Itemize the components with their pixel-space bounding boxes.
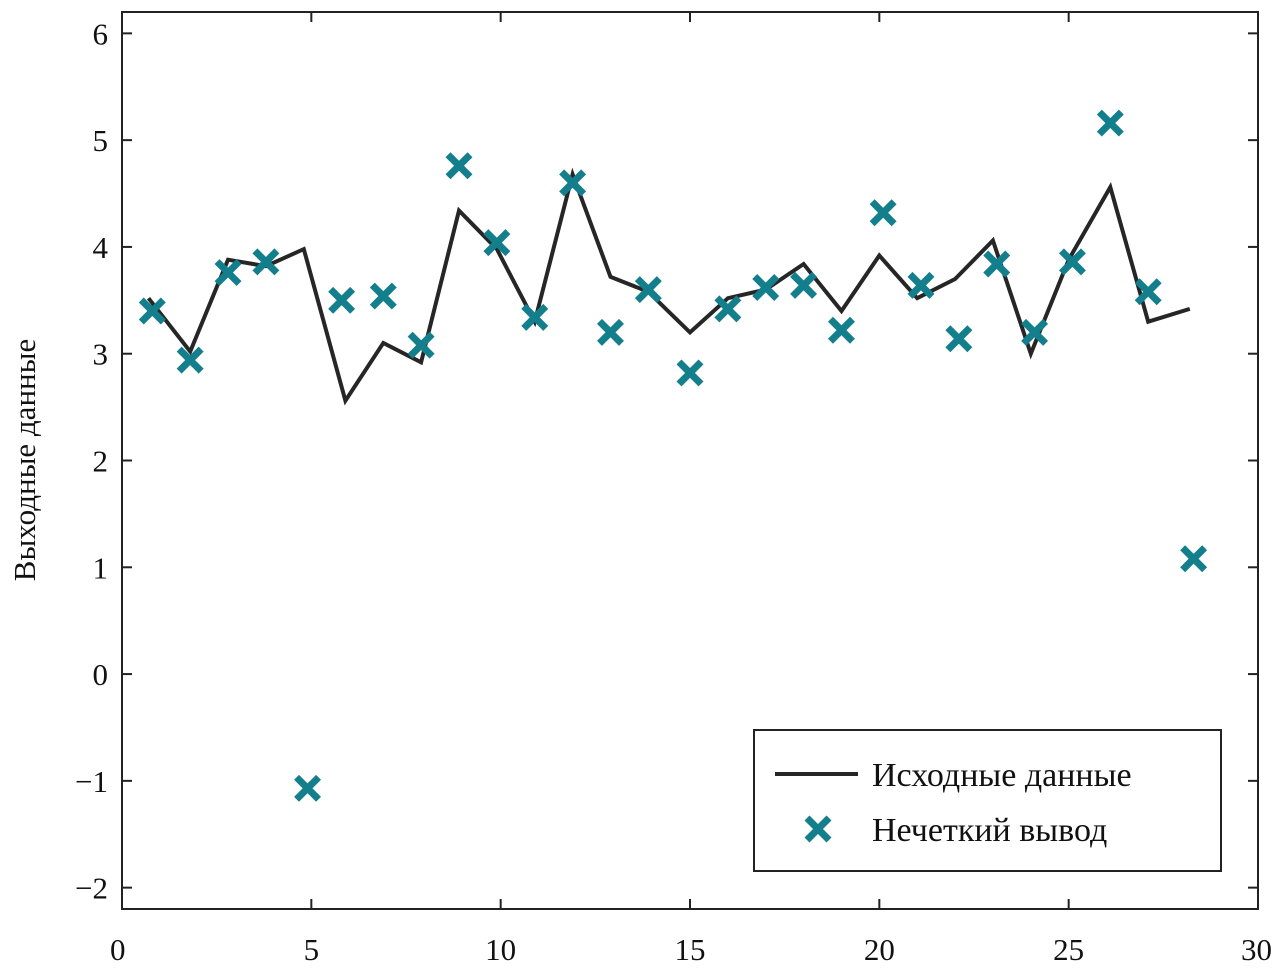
fuzzy-point (983, 250, 1011, 278)
fuzzy-point (1021, 318, 1049, 346)
y-axis-label: Выходные данные (7, 339, 42, 581)
y-tick-label: −1 (75, 764, 108, 799)
legend-box (753, 729, 1222, 872)
fuzzy-point (1134, 278, 1162, 306)
y-axis-ticks: −2 −1 0 1 2 3 4 5 6 (75, 16, 1258, 906)
series-line-source (146, 167, 1191, 406)
fuzzy-point (714, 295, 742, 323)
y-tick-label: 0 (93, 657, 109, 692)
y-tick-label: 6 (93, 16, 109, 51)
x-tick-label: 20 (864, 932, 895, 967)
fuzzy-point (1180, 545, 1208, 573)
fuzzy-point (407, 331, 435, 359)
x-tick-label: 5 (304, 932, 320, 967)
fuzzy-point (214, 259, 242, 287)
x-axis-ticks: 0 5 10 15 20 25 30 (110, 12, 1272, 967)
fuzzy-point (907, 271, 935, 299)
x-tick-label: 15 (675, 932, 706, 967)
fuzzy-point (328, 286, 356, 314)
fuzzy-point (945, 325, 973, 353)
legend-label-fuzzy: Нечеткий вывод (872, 812, 1107, 849)
fuzzy-point (827, 316, 855, 344)
fuzzy-point (445, 152, 473, 180)
fuzzy-point (597, 318, 624, 346)
fuzzy-point (1058, 248, 1086, 276)
fuzzy-point (252, 248, 280, 276)
fuzzy-point (676, 359, 704, 387)
fuzzy-point (138, 297, 166, 325)
fuzzy-point (483, 229, 511, 257)
fuzzy-point (369, 282, 397, 310)
x-tick-label: 0 (110, 932, 126, 967)
legend-label-source: Исходные данные (872, 757, 1132, 794)
fuzzy-point (634, 276, 662, 304)
y-tick-label: −2 (75, 871, 108, 906)
fuzzy-point (1096, 109, 1124, 137)
x-tick-label: 25 (1053, 932, 1084, 967)
x-tick-label: 30 (1241, 932, 1272, 967)
y-tick-label: 2 (93, 444, 109, 479)
y-tick-label: 4 (93, 230, 109, 265)
series-layer (138, 109, 1208, 802)
y-tick-label: 3 (93, 337, 109, 372)
fuzzy-point (752, 274, 780, 301)
fuzzy-point (790, 271, 818, 299)
legend: Исходные данные Нечеткий вывод (753, 729, 1222, 872)
fuzzy-point (294, 774, 322, 802)
fuzzy-point (869, 199, 897, 227)
fuzzy-point (176, 346, 204, 374)
y-tick-label: 5 (93, 123, 109, 158)
fuzzy-point (559, 169, 587, 197)
fuzzy-point (521, 303, 549, 331)
y-tick-label: 1 (93, 550, 109, 585)
legend-marker-sample (804, 815, 832, 843)
legend-cross-icon (804, 815, 832, 843)
x-tick-label: 10 (485, 932, 516, 967)
